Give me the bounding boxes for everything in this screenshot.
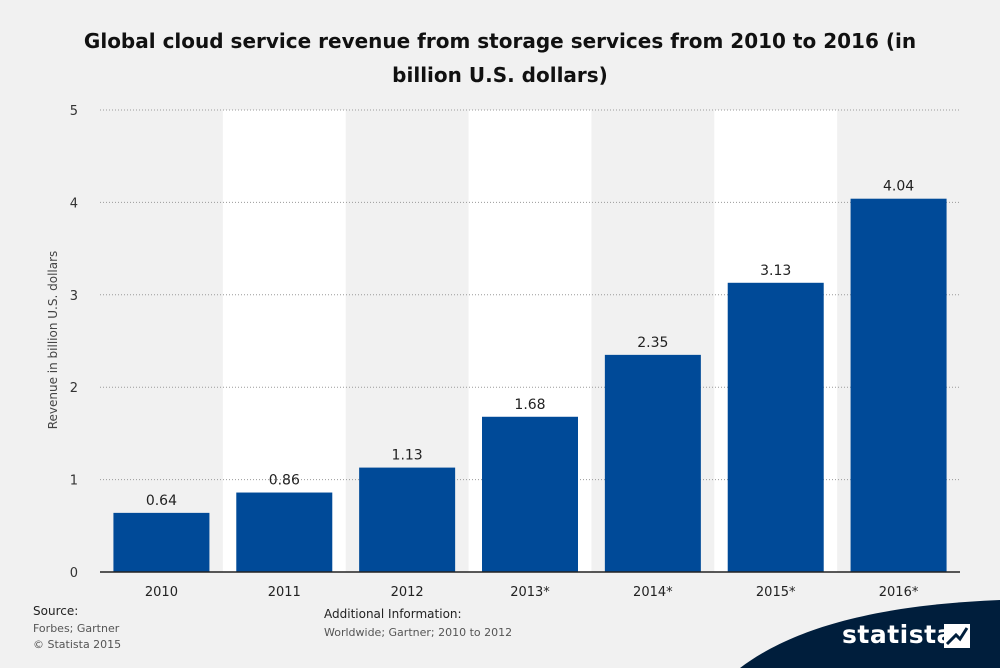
bar[interactable]	[359, 467, 456, 572]
bar-value-label: 0.64	[146, 493, 177, 509]
y-tick-label: 3	[70, 289, 78, 304]
source-label: Source:	[33, 604, 79, 618]
y-tick-label: 4	[70, 196, 78, 211]
additional-info-label: Additional Information:	[324, 607, 462, 621]
y-tick-label: 0	[70, 566, 78, 581]
x-tick-label: 2013*	[510, 585, 550, 600]
chart-title: Global cloud service revenue from storag…	[83, 29, 917, 87]
bar-value-label: 4.04	[883, 179, 914, 195]
bar[interactable]	[482, 416, 578, 572]
bar-value-label: 1.13	[392, 448, 423, 464]
statista-logo[interactable]: statista	[842, 620, 954, 649]
x-tick-label: 2016*	[879, 585, 919, 600]
x-tick-label: 2014*	[633, 585, 673, 600]
bar[interactable]	[604, 354, 701, 572]
additional-info-text: Worldwide; Gartner; 2010 to 2012	[324, 626, 513, 639]
source-line: Forbes; Gartner	[33, 622, 120, 635]
bar[interactable]	[850, 198, 947, 573]
bar[interactable]	[236, 492, 333, 572]
y-tick-label: 2	[70, 381, 78, 396]
statista-logo-icon	[944, 624, 970, 648]
x-tick-label: 2015*	[756, 585, 796, 600]
x-tick-label: 2012	[391, 585, 424, 600]
y-tick-label: 1	[70, 474, 78, 489]
bar[interactable]	[727, 282, 824, 572]
bar-value-label: 2.35	[637, 335, 668, 351]
x-tick-label: 2010	[145, 585, 178, 600]
x-tick-label: 2011	[268, 585, 301, 600]
y-tick-label: 5	[70, 104, 78, 119]
bar-value-label: 1.68	[514, 397, 545, 413]
bar-value-label: 0.86	[269, 473, 300, 489]
copyright-line: © Statista 2015	[33, 638, 122, 651]
bar-value-label: 3.13	[760, 263, 791, 279]
bar[interactable]	[113, 512, 210, 572]
y-axis-label: Revenue in billion U.S. dollars	[46, 251, 60, 430]
brand-wave	[740, 600, 1000, 668]
